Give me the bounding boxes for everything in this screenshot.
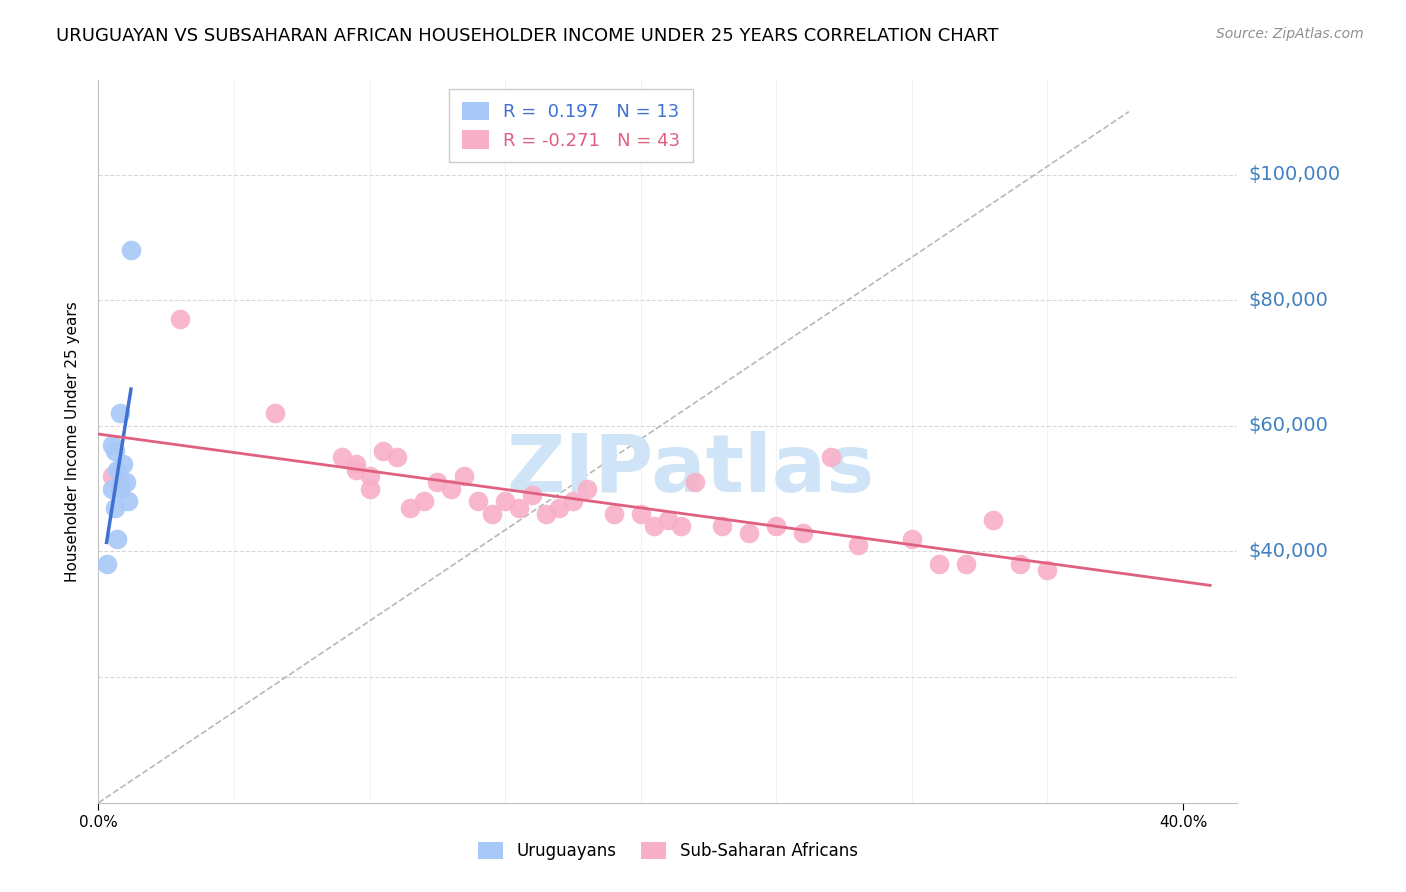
Point — [928, 557, 950, 571]
Point — [101, 469, 124, 483]
Point — [846, 538, 869, 552]
Point — [344, 463, 367, 477]
Point — [114, 475, 136, 490]
Text: $80,000: $80,000 — [1249, 291, 1329, 310]
Point — [107, 463, 129, 477]
Point — [359, 469, 381, 483]
Text: $100,000: $100,000 — [1249, 165, 1340, 184]
Text: Source: ZipAtlas.com: Source: ZipAtlas.com — [1216, 27, 1364, 41]
Point — [711, 519, 734, 533]
Point — [104, 444, 127, 458]
Point — [108, 406, 131, 420]
Point — [981, 513, 1004, 527]
Point — [738, 525, 761, 540]
Point — [820, 450, 842, 465]
Point — [671, 519, 693, 533]
Point — [955, 557, 977, 571]
Point — [101, 438, 124, 452]
Point — [765, 519, 787, 533]
Point — [96, 557, 118, 571]
Point — [522, 488, 544, 502]
Point — [412, 494, 434, 508]
Point — [263, 406, 285, 420]
Point — [108, 482, 131, 496]
Point — [657, 513, 679, 527]
Legend: Uruguayans, Sub-Saharan Africans: Uruguayans, Sub-Saharan Africans — [471, 835, 865, 867]
Point — [630, 507, 652, 521]
Point — [562, 494, 585, 508]
Point — [467, 494, 489, 508]
Point — [426, 475, 449, 490]
Point — [385, 450, 408, 465]
Point — [359, 482, 381, 496]
Point — [1010, 557, 1032, 571]
Point — [107, 532, 129, 546]
Point — [453, 469, 475, 483]
Point — [399, 500, 422, 515]
Point — [332, 450, 354, 465]
Point — [108, 475, 131, 490]
Point — [683, 475, 706, 490]
Text: URUGUAYAN VS SUBSAHARAN AFRICAN HOUSEHOLDER INCOME UNDER 25 YEARS CORRELATION CH: URUGUAYAN VS SUBSAHARAN AFRICAN HOUSEHOL… — [56, 27, 998, 45]
Point — [111, 457, 134, 471]
Point — [120, 243, 142, 257]
Y-axis label: Householder Income Under 25 years: Householder Income Under 25 years — [65, 301, 80, 582]
Point — [440, 482, 463, 496]
Point — [494, 494, 516, 508]
Point — [575, 482, 598, 496]
Point — [344, 457, 367, 471]
Point — [371, 444, 394, 458]
Point — [643, 519, 665, 533]
Text: ZIPatlas: ZIPatlas — [506, 432, 875, 509]
Point — [1036, 563, 1059, 577]
Point — [548, 500, 571, 515]
Point — [104, 500, 127, 515]
Point — [508, 500, 530, 515]
Point — [481, 507, 503, 521]
Text: $60,000: $60,000 — [1249, 417, 1329, 435]
Point — [117, 494, 139, 508]
Point — [901, 532, 924, 546]
Point — [169, 312, 191, 326]
Point — [101, 482, 124, 496]
Text: $40,000: $40,000 — [1249, 542, 1329, 561]
Point — [534, 507, 557, 521]
Point — [792, 525, 814, 540]
Point — [602, 507, 624, 521]
